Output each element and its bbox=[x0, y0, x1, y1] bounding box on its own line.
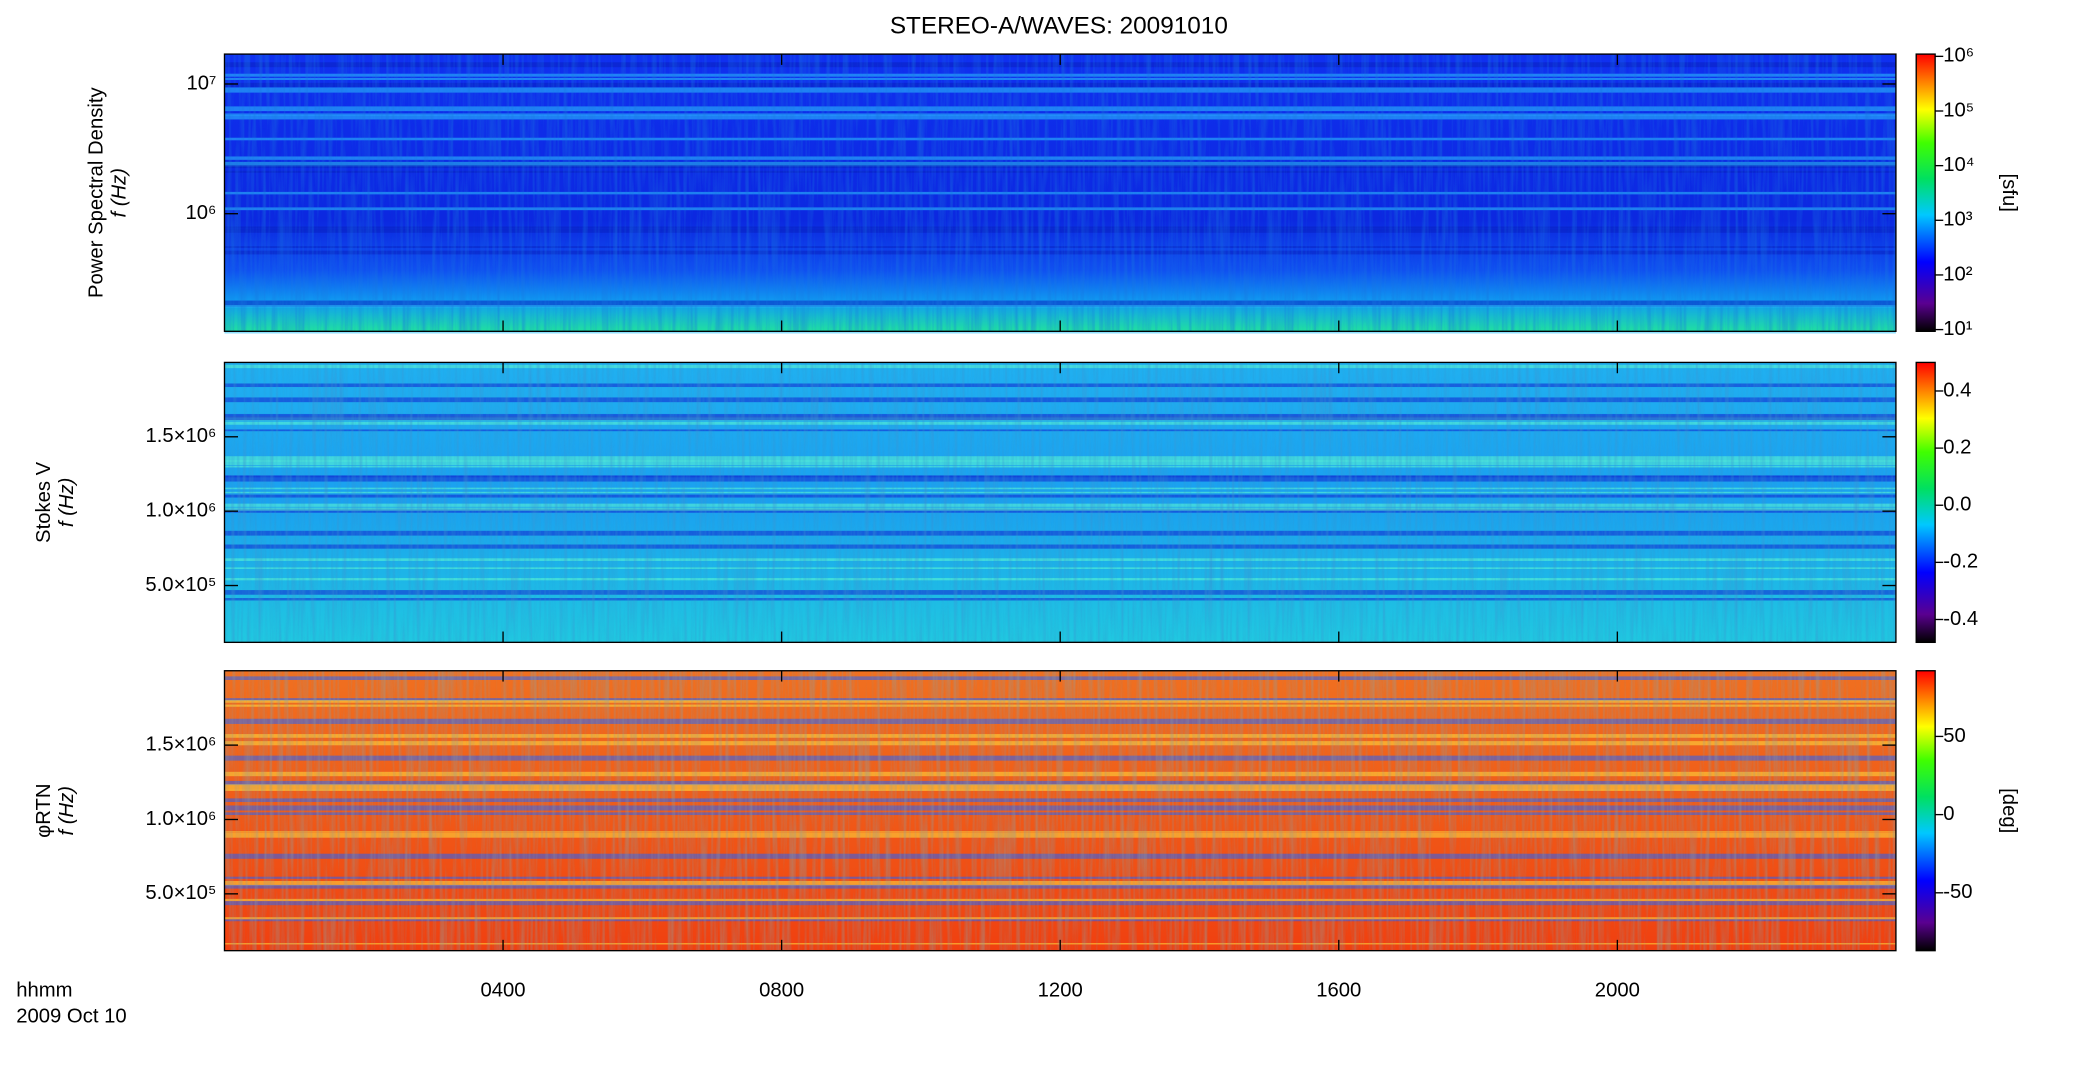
y-tick-label: 5.0×10⁵ bbox=[145, 882, 216, 904]
spectrogram-noise bbox=[224, 362, 1896, 643]
y-axis-label: Power Spectral Density bbox=[86, 87, 108, 298]
colorbar-tick-label: 0.4 bbox=[1943, 379, 1971, 401]
plot-area: STEREO-A/WAVES: 20091010 10⁶ 10⁷ Power Spe… bbox=[16, 12, 2020, 1027]
x-tick-label: 0800 bbox=[759, 980, 804, 1002]
colorbar-tick-label: 10¹ bbox=[1943, 318, 1973, 340]
colorbar-tick-label: 10⁴ bbox=[1943, 154, 1974, 176]
colorbar-tick-label: 10⁵ bbox=[1943, 99, 1974, 121]
x-tick-label: 0400 bbox=[481, 980, 526, 1002]
y-tick-label: 10⁷ bbox=[186, 72, 216, 94]
x-axis-label: hhmm bbox=[16, 980, 72, 1002]
x-tick-label: 1600 bbox=[1316, 980, 1361, 1002]
colorbar-label: [sfu] bbox=[1998, 174, 2020, 212]
spectrogram-noise bbox=[224, 670, 1896, 951]
colorbar-tick-label: 10³ bbox=[1943, 209, 1973, 231]
y-tick-label: 10⁶ bbox=[185, 202, 216, 224]
y-tick-label: 1.0×10⁶ bbox=[145, 500, 216, 522]
colorbar bbox=[1915, 361, 1936, 644]
colorbar-tick-label: 10⁶ bbox=[1943, 45, 1974, 67]
colorbar-tick-label: 0 bbox=[1943, 803, 1954, 825]
chart-title: STEREO-A/WAVES: 20091010 bbox=[890, 12, 1228, 39]
x-tick-label: 1200 bbox=[1038, 980, 1083, 1002]
colorbar-tick-label: 10² bbox=[1943, 263, 1973, 285]
y-tick-label: 1.0×10⁶ bbox=[145, 808, 216, 830]
colorbar-tick-label: 50 bbox=[1943, 725, 1966, 747]
spectrogram-noise bbox=[224, 54, 1896, 332]
colorbar-tick-label: 0.0 bbox=[1943, 494, 1971, 516]
x-axis-label: 2009 Oct 10 bbox=[16, 1005, 126, 1027]
y-tick-label: 1.5×10⁶ bbox=[145, 733, 216, 755]
y-axis-label: φRTN bbox=[33, 783, 55, 837]
y-axis-label: Stokes V bbox=[33, 461, 55, 543]
colorbar bbox=[1915, 670, 1936, 952]
y-tick-label: 1.5×10⁶ bbox=[145, 425, 216, 447]
colorbar-tick-label: -0.2 bbox=[1943, 551, 1978, 573]
colorbar-tick-label: 0.2 bbox=[1943, 436, 1971, 458]
y-axis-label: f (Hz) bbox=[56, 478, 78, 528]
colorbar bbox=[1915, 53, 1936, 332]
y-axis-label: f (Hz) bbox=[56, 786, 78, 836]
y-tick-label: 5.0×10⁵ bbox=[145, 574, 216, 596]
x-tick-label: 2000 bbox=[1595, 980, 1640, 1002]
y-axis-label: f (Hz) bbox=[109, 168, 131, 218]
colorbar-tick-label: -50 bbox=[1943, 881, 1972, 903]
colorbar-label: [deg] bbox=[1998, 788, 2020, 833]
spectrogram-band bbox=[224, 330, 1896, 334]
colorbar-tick-label: -0.4 bbox=[1943, 608, 1978, 630]
